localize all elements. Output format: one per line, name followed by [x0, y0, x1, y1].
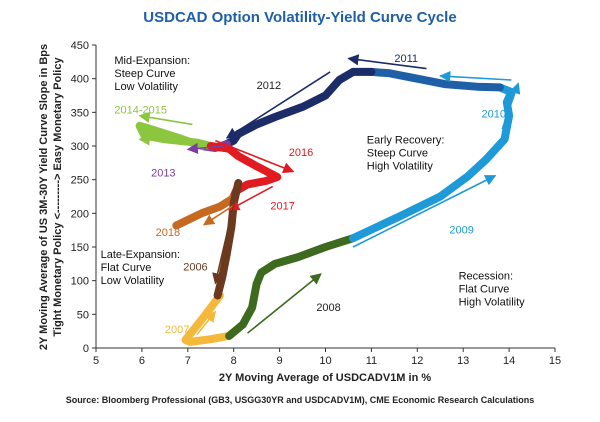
y-tick-label-150: 150 [71, 242, 89, 254]
direction-arrow-4 [501, 82, 521, 130]
y-tick-label-50: 50 [77, 309, 89, 321]
y-tick-label-200: 200 [71, 208, 89, 220]
direction-arrow-5 [439, 70, 512, 83]
x-tick-label-14: 14 [503, 355, 515, 367]
x-tick-label-6: 6 [139, 355, 145, 367]
year-label-2009: 2009 [449, 225, 473, 237]
direction-arrow-12 [228, 185, 274, 211]
series-2009 [349, 83, 516, 243]
direction-arrow-14 [212, 184, 240, 285]
year-label-2006: 2006 [183, 262, 207, 274]
arrow-group [138, 54, 521, 336]
phase-annotation-recession-: Recession: Flat Curve High Volatility [459, 270, 526, 308]
series-2010 [367, 67, 504, 92]
year-label-2008: 2008 [316, 302, 340, 314]
y-axis-label-line1: 2Y Moving Average of US 3M-30Y Yield Cur… [38, 44, 50, 350]
year-label-2010: 2010 [482, 109, 506, 121]
direction-arrow-11 [215, 139, 295, 174]
phase-annotation-mid-expansion-: Mid-Expansion: Steep Curve Low Volatility [114, 55, 190, 93]
direction-arrow-10 [138, 134, 191, 146]
year-label-2017: 2017 [270, 200, 294, 212]
x-tick-label-13: 13 [457, 355, 469, 367]
direction-arrow-6 [347, 54, 427, 70]
year-label-2012: 2012 [257, 80, 281, 92]
series-2018 [172, 194, 237, 230]
x-tick-label-9: 9 [277, 355, 283, 367]
y-tick-label-350: 350 [71, 107, 89, 119]
direction-arrow-1 [196, 310, 217, 336]
year-label-2013: 2013 [151, 167, 175, 179]
year-label-2011: 2011 [394, 53, 418, 65]
x-tick-label-15: 15 [549, 355, 561, 367]
x-axis-label: 2Y Moving Average of USDCADV1M in % [219, 372, 432, 384]
x-tick-label-10: 10 [319, 355, 331, 367]
year-label-2014-2015: 2014-2015 [114, 105, 167, 117]
series-2008 [225, 234, 357, 340]
phase-annotations: Mid-Expansion: Steep Curve Low Volatility E… [101, 55, 526, 308]
direction-arrow-9 [138, 111, 193, 126]
year-label-2007: 2007 [165, 324, 189, 336]
series-2007 [181, 291, 234, 346]
series-2014-2015 [135, 121, 215, 150]
y-tick-label-0: 0 [83, 343, 89, 355]
y-tick-label-300: 300 [71, 141, 89, 153]
phase-annotation-early-recovery-: Early Recovery: Steep Curve High Volatilit… [367, 134, 445, 172]
source-note: Source: Bloomberg Professional (GB3, USG… [66, 395, 535, 405]
year-label-2016: 2016 [289, 147, 313, 159]
year-label-2018: 2018 [156, 227, 180, 239]
chart-title: USDCAD Option Volatility-Yield Curve Cyc… [143, 9, 456, 26]
year-labels: 2007 2008 2009 2010 2011 2012 2013 2014-2015 201… [114, 53, 506, 336]
y-tick-label-250: 250 [71, 175, 89, 187]
y-axis-label-line2: Tight Monetary Policy <---------> Easy M… [52, 57, 64, 337]
y-tick-label-100: 100 [71, 276, 89, 288]
direction-arrow-2 [246, 273, 322, 334]
y-tick-label-400: 400 [71, 74, 89, 86]
axis-ticks: 5 6 7 8 9 10 11 12 13 14 1505010015020025030035040… [71, 40, 561, 367]
x-tick-label-12: 12 [411, 355, 423, 367]
phase-annotation-late-expansion-: Late-Expansion: Flat Curve Low Volatility [101, 249, 181, 287]
series-2016 [206, 142, 282, 196]
y-tick-label-450: 450 [71, 40, 89, 52]
direction-arrow-3 [352, 174, 497, 248]
x-tick-label-11: 11 [366, 355, 377, 367]
x-tick-label-7: 7 [185, 355, 191, 367]
series-2011 [234, 67, 376, 138]
x-tick-label-8: 8 [231, 355, 237, 367]
x-tick-label-5: 5 [93, 355, 99, 367]
direction-arrow-7 [225, 71, 331, 139]
direction-arrow-13 [202, 204, 235, 226]
direction-arrow-8 [186, 142, 225, 155]
